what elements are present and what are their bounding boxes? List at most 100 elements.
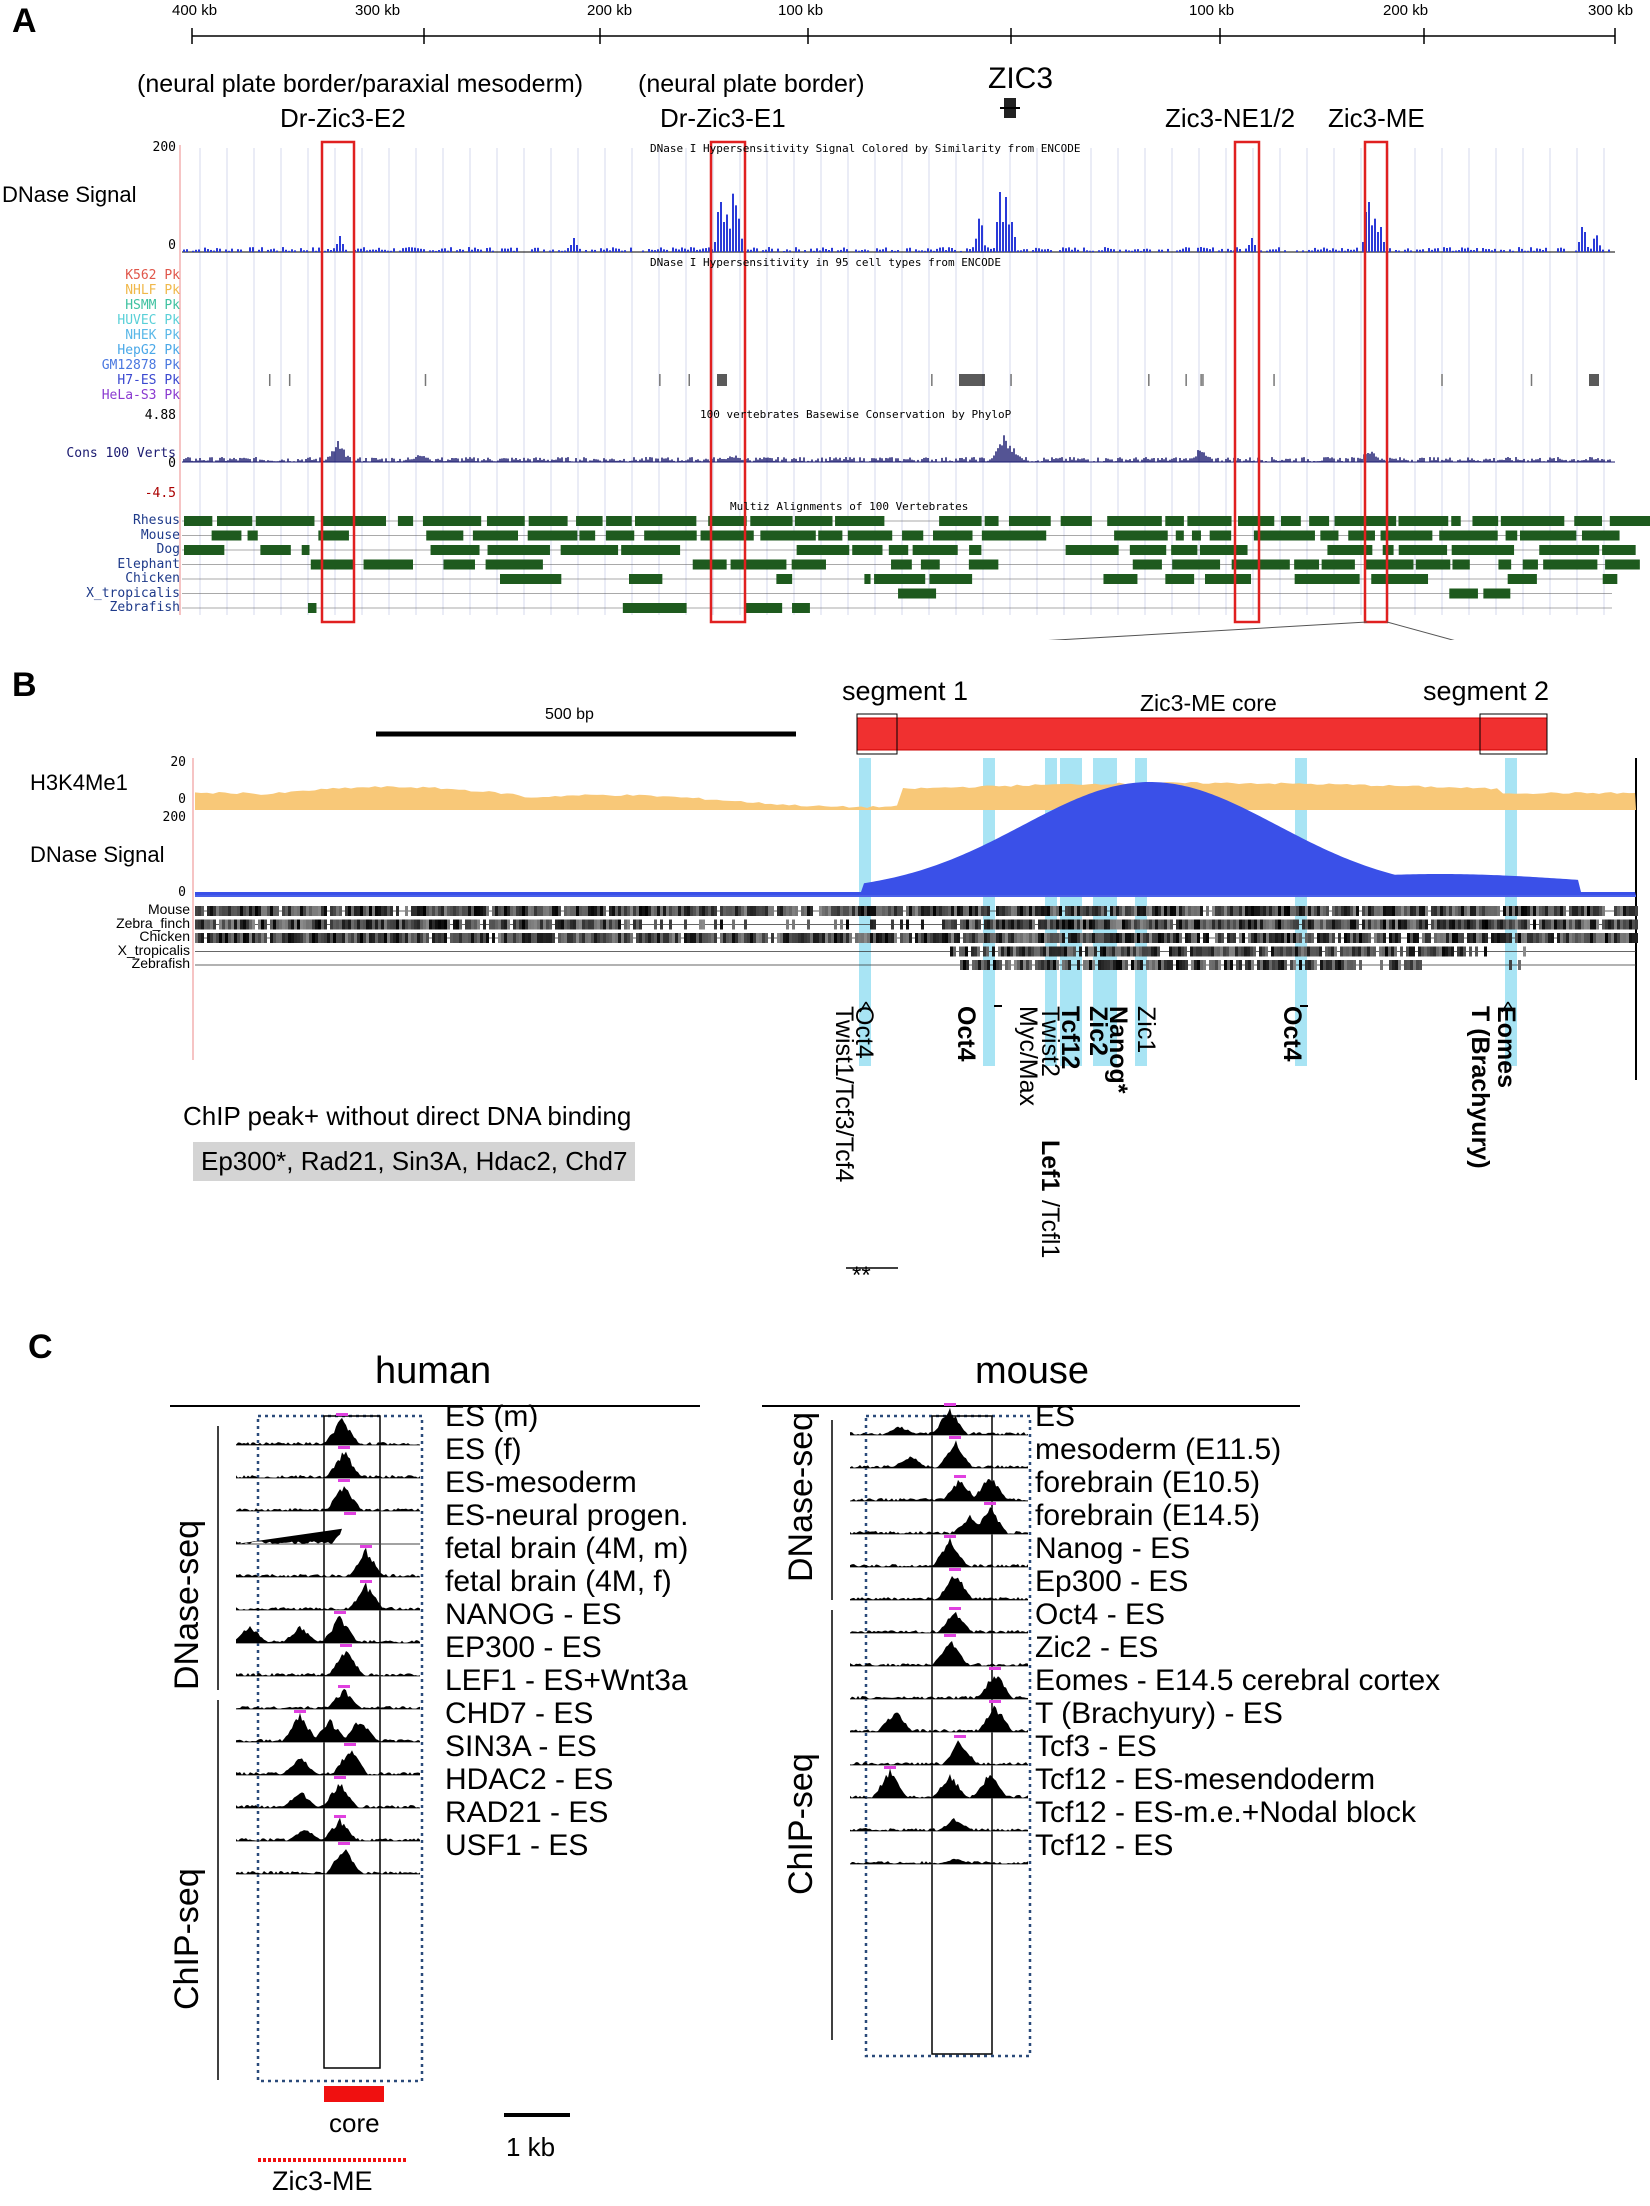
align-block (744, 933, 747, 943)
align-block (1179, 960, 1182, 970)
track-label: RAD21 - ES (445, 1796, 609, 1829)
align-block (444, 919, 447, 930)
align-block (657, 906, 660, 916)
align-block (1305, 933, 1308, 943)
track-signal (236, 1750, 420, 1775)
align-block (1461, 933, 1464, 943)
align-block (1035, 960, 1038, 970)
align-block (993, 933, 996, 943)
align-block (456, 919, 459, 930)
cell-line-label: HepG2 Pk (117, 343, 180, 358)
align-block (999, 919, 1002, 930)
align-block (1167, 906, 1170, 916)
align-block (360, 919, 363, 930)
align-block (540, 906, 543, 916)
align-block (375, 919, 378, 930)
align-block (207, 906, 210, 916)
align-block (1146, 906, 1149, 916)
align-block (228, 933, 231, 943)
align-block (1200, 906, 1203, 916)
align-block (381, 933, 384, 943)
align-block (267, 906, 270, 916)
align-block (894, 906, 897, 916)
align-block (1560, 919, 1563, 930)
align-block (708, 933, 711, 943)
align-block (432, 906, 435, 916)
species-label: X_tropicalis (117, 941, 190, 958)
align-block (417, 933, 420, 943)
align-block (1623, 933, 1626, 943)
site-tick (859, 1001, 873, 1013)
align-block (612, 919, 615, 930)
align-block (1068, 906, 1071, 916)
align-block (912, 906, 915, 916)
align-block (954, 919, 957, 930)
track-signal (236, 1547, 420, 1577)
align-block (1041, 960, 1044, 970)
mouse-dnase-group-label: DNase-seq (782, 1411, 820, 1582)
align-block (534, 919, 537, 930)
align-block (366, 919, 369, 930)
align-block (294, 919, 297, 930)
align-block (1409, 946, 1412, 957)
align-block (921, 933, 924, 943)
align-block (1275, 960, 1278, 970)
align-block (983, 946, 986, 957)
align-block (1533, 933, 1536, 943)
align-block (1365, 919, 1368, 930)
align-block (1341, 906, 1344, 916)
align-block (393, 919, 396, 930)
track-label: Nanog - ES (1035, 1532, 1191, 1565)
align-block (1263, 933, 1266, 943)
align-block (1065, 919, 1068, 930)
track-signal (850, 1740, 1028, 1765)
align-block (1313, 946, 1316, 957)
align-block (318, 933, 321, 943)
align-block (339, 919, 342, 930)
align-block (1008, 933, 1011, 943)
align-block (1217, 946, 1220, 957)
align-block (998, 946, 1001, 957)
align-block (948, 906, 951, 916)
align-block (1137, 933, 1140, 943)
align-block (756, 933, 759, 943)
align-block (1344, 919, 1347, 930)
align-block (1482, 906, 1485, 916)
align-block (1377, 919, 1380, 930)
align-block (1071, 906, 1074, 916)
scale-tick-label: 200 kb (587, 2, 633, 19)
align-block (378, 933, 381, 943)
align-block (1176, 960, 1179, 970)
align-block (762, 933, 765, 943)
align-block (1560, 906, 1563, 916)
align-block (1332, 960, 1335, 970)
align-block (960, 919, 963, 930)
align-block (1506, 933, 1509, 943)
align-block (1635, 919, 1638, 930)
align-block (642, 906, 645, 916)
align-block (1491, 933, 1494, 943)
multiz-block (1191, 530, 1201, 541)
align-block (1104, 906, 1107, 916)
align-block (1050, 933, 1053, 943)
align-block (1278, 933, 1281, 943)
align-block (906, 906, 909, 916)
align-block (468, 919, 471, 930)
track-label: T (Brachyury) - ES (1035, 1697, 1283, 1730)
align-block (1416, 933, 1419, 943)
multiz-block (487, 545, 550, 555)
align-block (663, 933, 666, 943)
peak-mark (989, 1667, 1001, 1670)
align-block (834, 919, 837, 930)
align-block (459, 906, 462, 916)
align-block (729, 906, 732, 916)
align-block (1275, 919, 1278, 930)
align-block (1593, 933, 1596, 943)
align-block (1584, 919, 1587, 930)
align-block (1344, 960, 1347, 970)
align-block (705, 933, 708, 943)
align-block (1230, 933, 1233, 943)
align-block (1557, 919, 1560, 930)
align-block (1353, 919, 1356, 930)
align-block (1070, 946, 1073, 957)
